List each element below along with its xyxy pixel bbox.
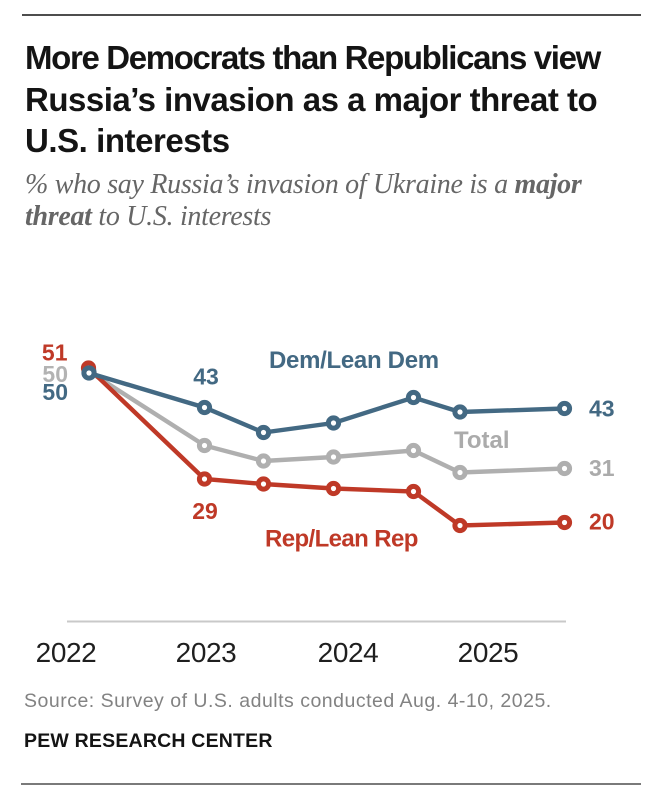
svg-text:Total: Total [454,427,510,454]
svg-text:2022: 2022 [36,637,97,668]
svg-text:50: 50 [42,361,68,387]
svg-text:2023: 2023 [176,637,237,668]
svg-text:43: 43 [589,396,615,422]
svg-text:2025: 2025 [458,637,519,668]
svg-text:31: 31 [589,455,615,481]
svg-text:50: 50 [42,379,68,405]
svg-text:51: 51 [42,340,68,366]
svg-text:Rep/Lean Rep: Rep/Lean Rep [265,526,418,553]
svg-text:2024: 2024 [318,637,379,668]
svg-text:20: 20 [589,509,615,535]
svg-text:29: 29 [192,498,218,524]
svg-text:Dem/Lean Dem: Dem/Lean Dem [269,347,439,374]
svg-text:43: 43 [193,364,219,390]
